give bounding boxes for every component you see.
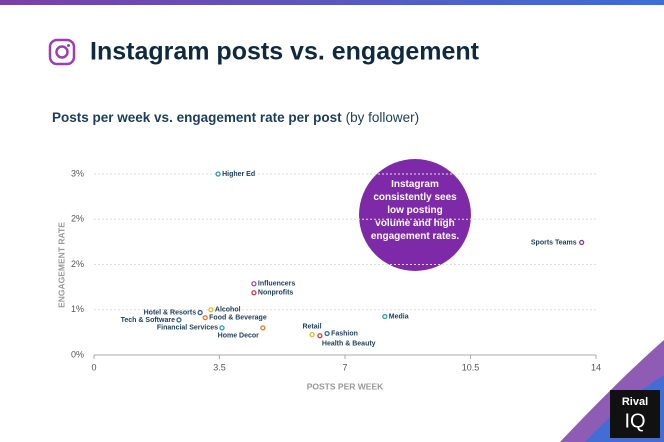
x-tick-label: 7 [342, 362, 347, 372]
point [317, 333, 323, 339]
point-label: Fashion [331, 330, 358, 337]
x-tick-label: 3.5 [213, 362, 226, 372]
y-tick-label: 1% [71, 304, 84, 314]
point [219, 325, 225, 331]
point [251, 281, 257, 287]
logo-text: IQ [624, 410, 645, 432]
point-label: Tech & Software [121, 317, 175, 324]
point-label: Influencers [258, 281, 295, 288]
logo-box [610, 390, 660, 438]
y-tick-label: 2% [71, 259, 84, 269]
x-tick-label: 0 [91, 362, 96, 372]
chart-title: Posts per week vs. engagement rate per p… [52, 110, 419, 125]
logo-text: Rival [622, 396, 648, 408]
x-axis-label: POSTS PER WEEK [307, 381, 384, 391]
top-bar [0, 0, 664, 5]
x-tick-label: 14 [591, 362, 601, 372]
point [215, 171, 221, 177]
y-tick-label: 3% [71, 168, 84, 178]
point-label: Media [389, 313, 409, 320]
point-label: Health & Beauty [322, 341, 376, 348]
point [324, 330, 330, 337]
instagram-icon [48, 38, 76, 66]
point-label: Home Decor [218, 333, 260, 340]
point-label: Sports Teams [531, 239, 577, 246]
point-label: Financial Services [157, 325, 218, 332]
subtitle-note: (by follower) [346, 110, 420, 125]
point-label: Retail [302, 323, 321, 330]
y-axis-label: ENGAGEMENT RATE [56, 222, 66, 308]
point-label: Food & Beverage [209, 315, 267, 322]
point [202, 315, 208, 321]
point [197, 309, 203, 316]
point [579, 239, 585, 246]
point [251, 290, 257, 296]
callout-circle [359, 159, 471, 271]
point [208, 307, 214, 313]
point-label: Higher Ed [222, 171, 255, 178]
point [260, 325, 266, 331]
page-title: Instagram posts vs. engagement [90, 38, 480, 66]
y-tick-label: 2% [71, 214, 84, 224]
y-tick-label: 0% [71, 349, 84, 359]
subtitle-main: Posts per week vs. engagement rate per p… [52, 110, 342, 125]
point-label: Nonprofits [258, 290, 293, 297]
point [382, 313, 388, 320]
annotation: Instagram consistently sees low posting … [370, 179, 460, 242]
x-tick-label: 10.5 [462, 362, 480, 372]
point [176, 317, 182, 323]
point-label: Alcohol [215, 307, 241, 314]
point [309, 331, 315, 338]
point-label: Hotel & Resorts [144, 309, 197, 316]
